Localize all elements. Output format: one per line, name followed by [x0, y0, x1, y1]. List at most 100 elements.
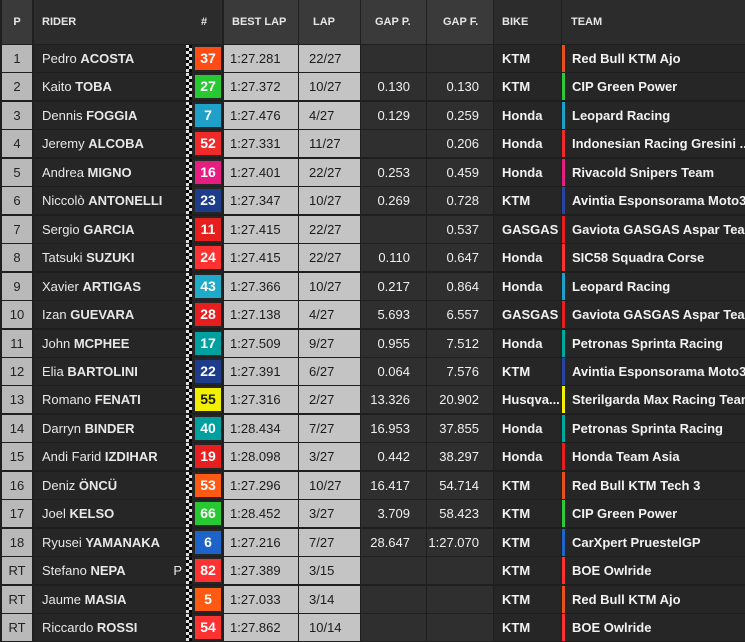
- header-number[interactable]: #: [186, 0, 222, 44]
- gap-previous-cell: [361, 45, 426, 72]
- position-cell: 1: [2, 45, 32, 72]
- table-row[interactable]: 12 Elia BARTOLINI 22 1:27.391 6/27 0.064…: [0, 357, 745, 386]
- rider-cell[interactable]: Deniz ÖNCÜ: [34, 471, 186, 499]
- table-row[interactable]: 7 Sergio GARCIA 11 1:27.415 22/27 0.537 …: [0, 215, 745, 244]
- table-row[interactable]: RT Jaume MASIA 5 1:27.033 3/14 KTM Red B…: [0, 585, 745, 614]
- pit-flag: P: [173, 563, 182, 579]
- rider-cell[interactable]: Ryusei YAMANAKA: [34, 528, 186, 556]
- team-color-stripe: [562, 329, 565, 357]
- rider-number-badge: 19: [195, 445, 221, 469]
- rider-cell[interactable]: Niccolò ANTONELLI: [34, 187, 186, 215]
- team-name: CIP Green Power: [572, 79, 678, 95]
- rider-first-name: Jaume: [42, 591, 82, 607]
- checkered-flag-icon: [186, 272, 192, 300]
- team-cell: Petronas Sprinta Racing: [562, 414, 745, 442]
- table-row[interactable]: 17 Joel KELSO 66 1:28.452 3/27 3.709 58.…: [0, 500, 745, 528]
- checkered-flag-icon: [186, 244, 192, 272]
- rider-cell[interactable]: Darryn BINDER: [34, 414, 186, 442]
- bike-cell: KTM: [494, 357, 561, 385]
- rider-number-badge: 40: [195, 416, 221, 440]
- table-row[interactable]: 15 Andi Farid IZDIHAR 19 1:28.098 3/27 0…: [0, 443, 745, 471]
- header-gap-first[interactable]: GAP F.: [427, 0, 493, 44]
- gap-first-cell: 6.557: [427, 301, 493, 329]
- table-row[interactable]: 9 Xavier ARTIGAS 43 1:27.366 10/27 0.217…: [0, 272, 745, 301]
- rider-cell[interactable]: Izan GUEVARA: [34, 301, 186, 329]
- rider-last-name: MCPHEE: [73, 335, 130, 351]
- rider-number-badge: 82: [195, 559, 221, 583]
- lap-cell: 10/27: [299, 272, 360, 300]
- table-row[interactable]: RT Riccardo ROSSI 54 1:27.862 10/14 KTM …: [0, 614, 745, 642]
- rider-cell[interactable]: Romano FENATI: [34, 386, 186, 414]
- checkered-flag-icon: [186, 215, 192, 243]
- rider-number-badge: 52: [195, 132, 221, 156]
- rider-cell[interactable]: Sergio GARCIA: [34, 215, 186, 243]
- header-lap[interactable]: LAP: [299, 0, 360, 44]
- table-row[interactable]: 10 Izan GUEVARA 28 1:27.138 4/27 5.693 6…: [0, 301, 745, 329]
- rider-cell[interactable]: Riccardo ROSSI: [34, 614, 186, 641]
- rider-cell[interactable]: Jeremy ALCOBA: [34, 130, 186, 158]
- rider-cell[interactable]: Joel KELSO: [34, 500, 186, 528]
- table-row[interactable]: 14 Darryn BINDER 40 1:28.434 7/27 16.953…: [0, 414, 745, 443]
- rider-cell[interactable]: Pedro ACOSTA: [34, 45, 186, 72]
- position-cell: 4: [2, 130, 32, 158]
- gap-previous-cell: [361, 585, 426, 613]
- rider-cell[interactable]: Dennis FOGGIA: [34, 101, 186, 129]
- header-bike[interactable]: BIKE: [494, 0, 561, 44]
- header-team[interactable]: TEAM: [562, 0, 745, 44]
- table-row[interactable]: 2 Kaito TOBA 27 1:27.372 10/27 0.130 0.1…: [0, 73, 745, 101]
- rider-first-name: Andrea: [42, 164, 84, 180]
- rider-last-name: SUZUKI: [86, 250, 135, 266]
- table-row[interactable]: 5 Andrea MIGNO 16 1:27.401 22/27 0.253 0…: [0, 158, 745, 187]
- rider-cell[interactable]: John MCPHEE: [34, 329, 186, 357]
- position-cell: 16: [2, 471, 32, 499]
- best-lap-cell: 1:28.452: [224, 500, 298, 528]
- table-row[interactable]: 13 Romano FENATI 55 1:27.316 2/27 13.326…: [0, 386, 745, 414]
- team-color-stripe: [562, 301, 565, 329]
- best-lap-cell: 1:28.434: [224, 414, 298, 442]
- table-row[interactable]: 16 Deniz ÖNCÜ 53 1:27.296 10/27 16.417 5…: [0, 471, 745, 500]
- gap-previous-cell: 0.129: [361, 101, 426, 129]
- rider-cell[interactable]: Andi Farid IZDIHAR: [34, 443, 186, 471]
- team-cell: Honda Team Asia: [562, 443, 745, 471]
- gap-first-cell: 0.537: [427, 215, 493, 243]
- rider-last-name: NEPA: [90, 563, 126, 579]
- checkered-flag-icon: [186, 187, 192, 215]
- best-lap-cell: 1:28.098: [224, 443, 298, 471]
- gap-first-cell: 0.459: [427, 158, 493, 186]
- gap-first-cell: 7.576: [427, 357, 493, 385]
- table-row[interactable]: 4 Jeremy ALCOBA 52 1:27.331 11/27 0.206 …: [0, 130, 745, 158]
- table-row[interactable]: 8 Tatsuki SUZUKI 24 1:27.415 22/27 0.110…: [0, 244, 745, 272]
- rider-cell[interactable]: Andrea MIGNO: [34, 158, 186, 186]
- lap-cell: 22/27: [299, 215, 360, 243]
- best-lap-cell: 1:27.372: [224, 73, 298, 101]
- rider-cell[interactable]: Jaume MASIA: [34, 585, 186, 613]
- best-lap-cell: 1:27.296: [224, 471, 298, 499]
- position-cell: 3: [2, 101, 32, 129]
- rider-cell[interactable]: Elia BARTOLINI: [34, 357, 186, 385]
- team-name: Sterilgarda Max Racing Team: [572, 392, 745, 408]
- header-best-lap[interactable]: BEST LAP: [224, 0, 298, 44]
- rider-cell[interactable]: Tatsuki SUZUKI: [34, 244, 186, 272]
- rider-last-name: FOGGIA: [86, 107, 138, 123]
- gap-first-cell: 0.206: [427, 130, 493, 158]
- table-row[interactable]: RT Stefano NEPA P 82 1:27.389 3/15 KTM B…: [0, 557, 745, 585]
- table-row[interactable]: 11 John MCPHEE 17 1:27.509 9/27 0.955 7.…: [0, 329, 745, 358]
- team-color-stripe: [562, 244, 565, 272]
- rider-last-name: IZDIHAR: [104, 449, 158, 465]
- table-row[interactable]: 3 Dennis FOGGIA 7 1:27.476 4/27 0.129 0.…: [0, 101, 745, 130]
- header-position[interactable]: P: [2, 0, 32, 44]
- rider-cell[interactable]: Kaito TOBA: [34, 73, 186, 101]
- rider-cell[interactable]: Stefano NEPA P: [34, 557, 186, 585]
- gap-previous-cell: 0.217: [361, 272, 426, 300]
- rider-cell[interactable]: Xavier ARTIGAS: [34, 272, 186, 300]
- header-gap-previous[interactable]: GAP P.: [361, 0, 426, 44]
- header-rider[interactable]: RIDER: [34, 0, 186, 44]
- rider-number-badge: 23: [195, 189, 221, 213]
- table-row[interactable]: 6 Niccolò ANTONELLI 23 1:27.347 10/27 0.…: [0, 187, 745, 215]
- team-name: CarXpert PruestelGP: [572, 534, 701, 550]
- table-row[interactable]: 1 Pedro ACOSTA 37 1:27.281 22/27 KTM Red…: [0, 45, 745, 73]
- position-cell: RT: [2, 585, 32, 613]
- table-row[interactable]: 18 Ryusei YAMANAKA 6 1:27.216 7/27 28.64…: [0, 528, 745, 557]
- lap-cell: 10/27: [299, 187, 360, 215]
